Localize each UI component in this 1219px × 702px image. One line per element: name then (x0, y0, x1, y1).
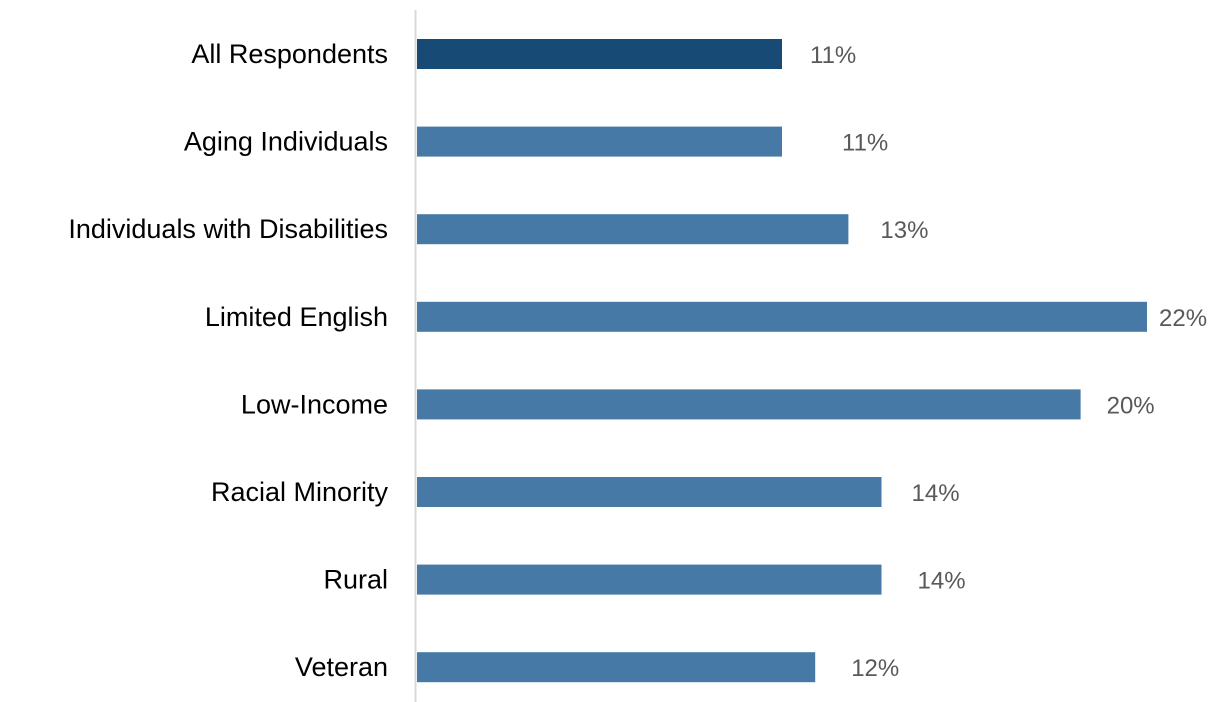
bar-individuals-with-disabilities (417, 214, 849, 245)
bar-rural (417, 564, 882, 595)
value-label-limited-english: 22% (1159, 305, 1207, 332)
bar-low-income (417, 389, 1081, 420)
value-label-racial-minority: 14% (912, 480, 960, 507)
category-label-all-respondents: All Respondents (191, 39, 388, 69)
value-label-aging-individuals: 11% (842, 130, 888, 157)
category-label-limited-english: Limited English (205, 302, 388, 332)
value-labels: 11% 11% 13% 22% 20% 14% 14% 12% (810, 42, 1207, 682)
bar-all-respondents (417, 39, 782, 69)
category-label-rural: Rural (323, 565, 388, 595)
bars-layer (417, 39, 1147, 683)
value-label-rural: 14% (918, 568, 966, 595)
value-label-veteran: 12% (851, 655, 899, 682)
category-label-veteran: Veteran (295, 652, 388, 682)
bar-racial-minority (417, 477, 882, 507)
category-label-low-income: Low-Income (241, 389, 388, 419)
category-label-aging-individuals: Aging Individuals (184, 127, 388, 157)
category-label-racial-minority: Racial Minority (211, 477, 389, 507)
value-label-low-income: 20% (1107, 392, 1155, 419)
bar-limited-english (417, 301, 1147, 332)
category-label-individuals-with-disabilities: Individuals with Disabilities (68, 214, 388, 244)
bar-aging-individuals (417, 126, 782, 157)
value-label-individuals-with-disabilities: 13% (880, 217, 928, 244)
value-label-all-respondents: 11% (810, 42, 856, 69)
category-labels: All Respondents Aging Individuals Individu… (68, 39, 388, 682)
bar-veteran (417, 652, 816, 683)
